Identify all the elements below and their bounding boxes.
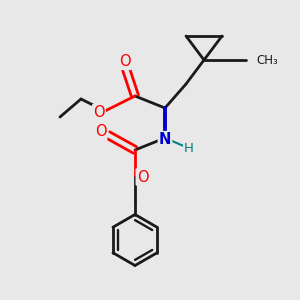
- Text: O: O: [137, 169, 148, 184]
- Text: N: N: [159, 132, 171, 147]
- Text: O: O: [93, 105, 105, 120]
- Text: O: O: [95, 124, 106, 140]
- Text: O: O: [119, 54, 130, 69]
- Text: CH₃: CH₃: [256, 53, 278, 67]
- Text: H: H: [184, 142, 194, 155]
